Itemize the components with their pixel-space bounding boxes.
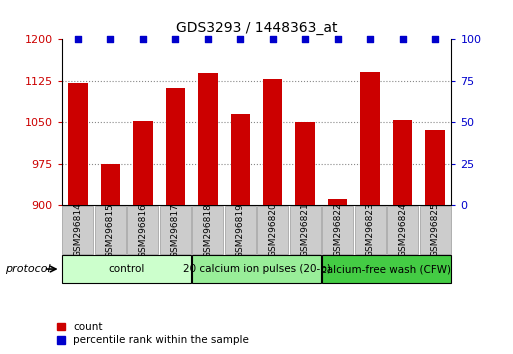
FancyBboxPatch shape bbox=[95, 206, 126, 255]
Point bbox=[171, 36, 180, 42]
Text: GSM296825: GSM296825 bbox=[431, 203, 440, 257]
FancyBboxPatch shape bbox=[257, 206, 288, 255]
Title: GDS3293 / 1448363_at: GDS3293 / 1448363_at bbox=[176, 21, 337, 35]
Text: 20 calcium ion pulses (20-p): 20 calcium ion pulses (20-p) bbox=[183, 264, 330, 274]
Text: GSM296816: GSM296816 bbox=[139, 202, 147, 258]
Text: GSM296819: GSM296819 bbox=[236, 202, 245, 258]
Point bbox=[366, 36, 374, 42]
Point bbox=[139, 36, 147, 42]
Point bbox=[333, 36, 342, 42]
Point bbox=[399, 36, 407, 42]
Bar bbox=[425, 130, 445, 205]
Text: calcium-free wash (CFW): calcium-free wash (CFW) bbox=[322, 264, 451, 274]
Text: GSM296815: GSM296815 bbox=[106, 202, 115, 258]
Text: GSM296823: GSM296823 bbox=[366, 203, 374, 257]
FancyBboxPatch shape bbox=[387, 206, 418, 255]
Bar bbox=[198, 73, 218, 205]
Bar bbox=[295, 122, 315, 205]
Point bbox=[236, 36, 244, 42]
Point bbox=[106, 36, 114, 42]
Bar bbox=[68, 83, 88, 205]
Text: protocol: protocol bbox=[5, 264, 51, 274]
FancyBboxPatch shape bbox=[420, 206, 451, 255]
Bar bbox=[166, 88, 185, 205]
FancyBboxPatch shape bbox=[192, 255, 321, 283]
Text: GSM296817: GSM296817 bbox=[171, 202, 180, 258]
Point bbox=[431, 36, 439, 42]
FancyBboxPatch shape bbox=[62, 255, 191, 283]
Point bbox=[74, 36, 82, 42]
Text: GSM296821: GSM296821 bbox=[301, 203, 310, 257]
Bar bbox=[133, 121, 152, 205]
Legend: count, percentile rank within the sample: count, percentile rank within the sample bbox=[56, 322, 249, 345]
Bar bbox=[101, 164, 120, 205]
Point bbox=[269, 36, 277, 42]
FancyBboxPatch shape bbox=[127, 206, 159, 255]
Text: GSM296822: GSM296822 bbox=[333, 203, 342, 257]
Point bbox=[301, 36, 309, 42]
Text: GSM296824: GSM296824 bbox=[398, 203, 407, 257]
Text: control: control bbox=[108, 264, 145, 274]
Bar bbox=[328, 199, 347, 205]
FancyBboxPatch shape bbox=[160, 206, 191, 255]
FancyBboxPatch shape bbox=[225, 206, 256, 255]
FancyBboxPatch shape bbox=[322, 255, 451, 283]
Text: GSM296818: GSM296818 bbox=[203, 202, 212, 258]
Bar bbox=[361, 72, 380, 205]
FancyBboxPatch shape bbox=[192, 206, 223, 255]
Bar bbox=[393, 120, 412, 205]
FancyBboxPatch shape bbox=[354, 206, 386, 255]
Bar bbox=[263, 79, 283, 205]
FancyBboxPatch shape bbox=[290, 206, 321, 255]
FancyBboxPatch shape bbox=[62, 206, 93, 255]
Bar bbox=[230, 114, 250, 205]
Text: GSM296814: GSM296814 bbox=[73, 203, 82, 257]
Text: GSM296820: GSM296820 bbox=[268, 203, 277, 257]
Point bbox=[204, 36, 212, 42]
FancyBboxPatch shape bbox=[322, 206, 353, 255]
